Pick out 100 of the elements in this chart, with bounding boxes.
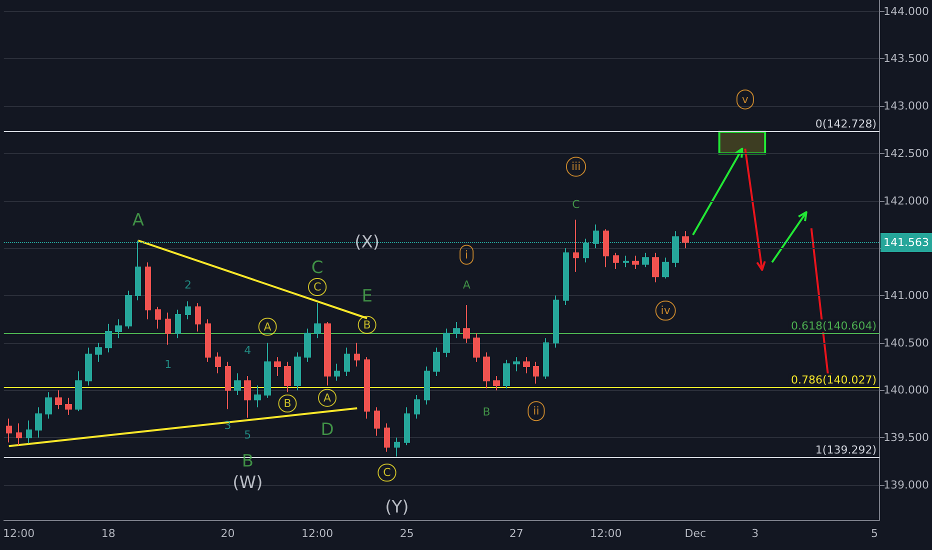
- candlestick: [254, 385, 261, 408]
- candlestick: [55, 390, 62, 410]
- candlestick: [85, 347, 92, 386]
- candlestick: [195, 302, 201, 332]
- annotation: B: [363, 318, 371, 332]
- candlestick: [374, 406, 380, 436]
- candlestick: [414, 394, 420, 420]
- candlestick: [682, 230, 689, 249]
- candlestick: [45, 392, 52, 420]
- ref-line-label: 141.563: [884, 236, 930, 249]
- annotation: (Y): [385, 498, 409, 518]
- annotation: A: [324, 391, 332, 404]
- annotation: B: [284, 396, 292, 410]
- ref-line-label: 1(139.292): [815, 443, 877, 456]
- candlestick: [244, 376, 251, 418]
- candlestick: [105, 323, 112, 353]
- x-tick-label: 5: [871, 527, 878, 540]
- x-tick-label: 25: [400, 527, 414, 540]
- candlestick: [424, 366, 430, 405]
- candlestick: [175, 309, 181, 339]
- y-tick-label: 143.500: [884, 52, 930, 66]
- candlestick: [443, 328, 450, 358]
- candlestick: [513, 356, 520, 372]
- candlestick: [264, 342, 271, 398]
- candlestick: [35, 406, 42, 438]
- candlestick: [404, 406, 410, 446]
- candlestick: [324, 322, 331, 386]
- candlestick: [284, 361, 291, 393]
- candlestick: [65, 397, 72, 416]
- candlestick: [483, 352, 490, 389]
- candlestick: [613, 252, 619, 270]
- candlestick: [215, 352, 221, 374]
- y-tick-label: 140.000: [884, 384, 930, 397]
- candlestick: [26, 420, 32, 444]
- y-tick-label: 144.000: [884, 4, 930, 18]
- annotation: A: [264, 320, 272, 334]
- candlestick: [6, 418, 12, 443]
- candlestick: [523, 356, 530, 374]
- candlestick: [632, 255, 639, 270]
- y-tick-label: 139.000: [884, 478, 930, 492]
- candlestick: [274, 356, 281, 377]
- candlestick: [115, 318, 122, 339]
- annotation: 2: [184, 278, 192, 292]
- candlestick: [473, 332, 480, 362]
- candlestick: [563, 248, 569, 306]
- candlestick: [205, 318, 211, 362]
- candlestick: [394, 437, 400, 458]
- candlestick: [543, 338, 549, 380]
- annotation: 5: [244, 428, 252, 442]
- annotation: 1: [164, 358, 172, 372]
- candlestick: [603, 228, 609, 268]
- candlestick: [652, 252, 659, 283]
- candlestick: [433, 347, 440, 377]
- candlestick: [95, 342, 102, 362]
- annotation: D: [320, 420, 334, 440]
- annotation: (X): [354, 232, 380, 252]
- annotation: C: [383, 466, 392, 480]
- y-tick-label: 141.000: [884, 289, 930, 302]
- y-tick-label: 142.000: [884, 194, 930, 208]
- x-tick-label: 12:00: [590, 527, 622, 540]
- candlestick: [354, 342, 360, 368]
- candlestick: [453, 322, 460, 339]
- x-tick-label: Dec: [684, 527, 706, 540]
- x-tick-label: 12:00: [301, 527, 334, 540]
- annotation: A: [462, 278, 471, 292]
- annotation: C: [311, 258, 324, 278]
- ref-line-label: 0(142.728): [815, 118, 877, 131]
- candlestick: [234, 372, 241, 396]
- annotation: iv: [660, 304, 671, 318]
- x-tick-label: 18: [101, 527, 116, 540]
- candlestick: [493, 376, 500, 391]
- candlestick: [503, 359, 510, 389]
- annotation: C: [572, 198, 580, 212]
- candlestick: [294, 352, 301, 391]
- annotation: E: [362, 286, 372, 306]
- candlestick: [384, 422, 390, 452]
- annotation: B: [482, 406, 490, 419]
- candlestick: [314, 302, 321, 339]
- y-tick-label: 143.000: [884, 100, 930, 113]
- candlestick: [553, 295, 559, 348]
- candlestick: [155, 306, 161, 330]
- y-tick-label: 139.500: [884, 431, 930, 444]
- candlestick: [185, 300, 191, 320]
- x-tick-label: 3: [752, 527, 759, 540]
- x-tick-label: 27: [509, 527, 524, 540]
- candlestick: [662, 257, 669, 279]
- annotation: i: [465, 248, 468, 262]
- candlestick: [16, 422, 22, 446]
- annotation: ii: [533, 404, 540, 418]
- candlestick: [623, 255, 629, 268]
- candlestick: [533, 361, 539, 384]
- candlestick: [642, 252, 649, 268]
- candlestick: [304, 328, 311, 362]
- annotation: (W): [232, 473, 263, 494]
- candlestick: [75, 370, 82, 412]
- candlestick: [125, 290, 132, 330]
- annotation: A: [132, 210, 144, 231]
- candlestick: [145, 262, 151, 320]
- x-tick-label: 12:00: [2, 527, 35, 540]
- candlestick: [573, 219, 579, 272]
